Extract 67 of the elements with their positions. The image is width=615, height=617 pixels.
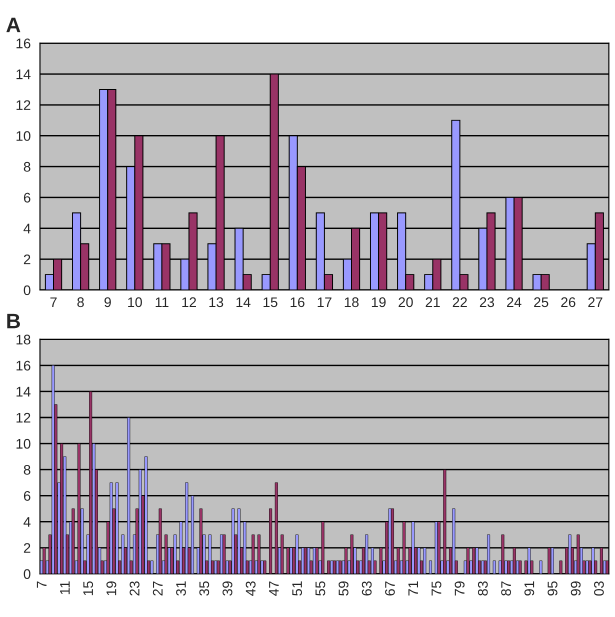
x-tick-label: 11 bbox=[60, 581, 70, 594]
y-tick-label: 6 bbox=[24, 192, 30, 203]
x-tick-label: 22 bbox=[452, 297, 467, 307]
x-tick-label: 27 bbox=[588, 297, 602, 307]
x-tick-label: 75 bbox=[432, 581, 442, 596]
x-tick-label: 91 bbox=[524, 581, 534, 596]
x-tick-label: 16 bbox=[290, 297, 304, 308]
y-tick-label: 10 bbox=[16, 438, 30, 449]
y-tick-label: 18 bbox=[16, 334, 30, 345]
x-tick-label: 71 bbox=[408, 581, 418, 596]
x-tick-label: 9 bbox=[104, 297, 111, 308]
x-tick-label: 7 bbox=[50, 297, 57, 307]
y-tick-label: 10 bbox=[16, 131, 30, 141]
chart-title: A bbox=[6, 18, 20, 32]
x-tick-label: 67 bbox=[385, 581, 395, 596]
x-tick-label: 95 bbox=[548, 581, 558, 596]
x-tick-label: 20 bbox=[398, 297, 413, 308]
y-tick-label: 14 bbox=[16, 386, 31, 396]
y-tick-label: 14 bbox=[16, 70, 31, 80]
y-tick-label: 16 bbox=[16, 38, 30, 48]
y-tick-label: 8 bbox=[24, 464, 30, 475]
x-tick-label: 26 bbox=[561, 297, 576, 308]
x-tick-label: 63 bbox=[362, 581, 372, 596]
y-tick-label: 0 bbox=[24, 569, 30, 579]
x-tick-label: 83 bbox=[478, 581, 488, 596]
y-tick-label: 8 bbox=[24, 162, 30, 172]
chart-title: B bbox=[7, 314, 20, 328]
x-tick-label: 39 bbox=[222, 581, 232, 596]
y-tick-label: 4 bbox=[24, 517, 31, 527]
x-tick-label: 13 bbox=[209, 297, 224, 308]
x-tick-label: 11 bbox=[156, 297, 168, 307]
y-tick-label: 16 bbox=[16, 360, 30, 371]
x-tick-label: 7 bbox=[36, 581, 46, 588]
x-tick-label: 12 bbox=[182, 297, 196, 307]
x-tick-label: 19 bbox=[372, 297, 386, 308]
x-tick-label: 79 bbox=[454, 581, 465, 596]
x-tick-label: 99 bbox=[570, 581, 581, 596]
x-tick-label: 17 bbox=[318, 297, 332, 307]
x-tick-label: 03 bbox=[594, 581, 604, 596]
y-tick-label: 0 bbox=[24, 285, 30, 296]
x-tick-label: 31 bbox=[176, 581, 186, 596]
y-tick-label: 12 bbox=[16, 100, 30, 110]
x-tick-label: 51 bbox=[292, 581, 302, 596]
y-tick-label: 12 bbox=[16, 412, 30, 423]
x-tick-label: 19 bbox=[106, 581, 116, 596]
x-tick-label: 35 bbox=[199, 581, 210, 596]
y-tick-label: 2 bbox=[24, 254, 30, 264]
x-tick-label: 87 bbox=[501, 581, 511, 596]
x-tick-label: 15 bbox=[83, 581, 94, 596]
x-tick-label: 15 bbox=[264, 297, 278, 308]
x-tick-label: 25 bbox=[534, 297, 548, 308]
x-tick-label: 43 bbox=[246, 581, 256, 596]
x-tick-label: 24 bbox=[507, 297, 522, 307]
x-tick-label: 21 bbox=[426, 297, 440, 307]
x-tick-label: 10 bbox=[128, 297, 142, 308]
x-tick-label: 18 bbox=[344, 297, 359, 308]
x-tick-label: 14 bbox=[236, 297, 250, 307]
x-tick-label: 8 bbox=[77, 297, 84, 308]
x-tick-label: 59 bbox=[338, 581, 348, 596]
x-tick-label: 47 bbox=[269, 581, 279, 596]
x-tick-label: 23 bbox=[130, 581, 140, 596]
x-tick-label: 27 bbox=[152, 581, 163, 596]
y-tick-label: 4 bbox=[24, 224, 31, 234]
y-tick-label: 2 bbox=[24, 543, 30, 553]
y-tick-label: 6 bbox=[24, 490, 30, 501]
x-tick-label: 55 bbox=[316, 581, 326, 596]
x-tick-label: 23 bbox=[480, 297, 494, 308]
